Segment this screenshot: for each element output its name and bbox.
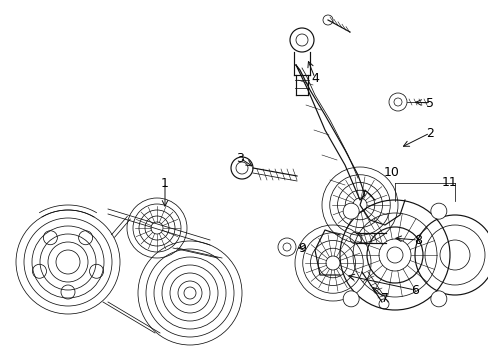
Circle shape xyxy=(343,291,358,307)
Text: 4: 4 xyxy=(310,72,318,85)
Text: 3: 3 xyxy=(236,152,244,165)
Circle shape xyxy=(430,203,446,219)
Text: 10: 10 xyxy=(383,166,399,179)
Text: 11: 11 xyxy=(441,176,457,189)
Text: 6: 6 xyxy=(410,284,418,297)
Text: 9: 9 xyxy=(298,242,305,255)
Text: 2: 2 xyxy=(425,126,433,140)
Text: 1: 1 xyxy=(161,176,168,189)
Circle shape xyxy=(343,203,358,219)
Text: 7: 7 xyxy=(380,292,388,305)
Text: 8: 8 xyxy=(413,234,421,247)
Text: 5: 5 xyxy=(425,96,433,109)
Circle shape xyxy=(430,291,446,307)
